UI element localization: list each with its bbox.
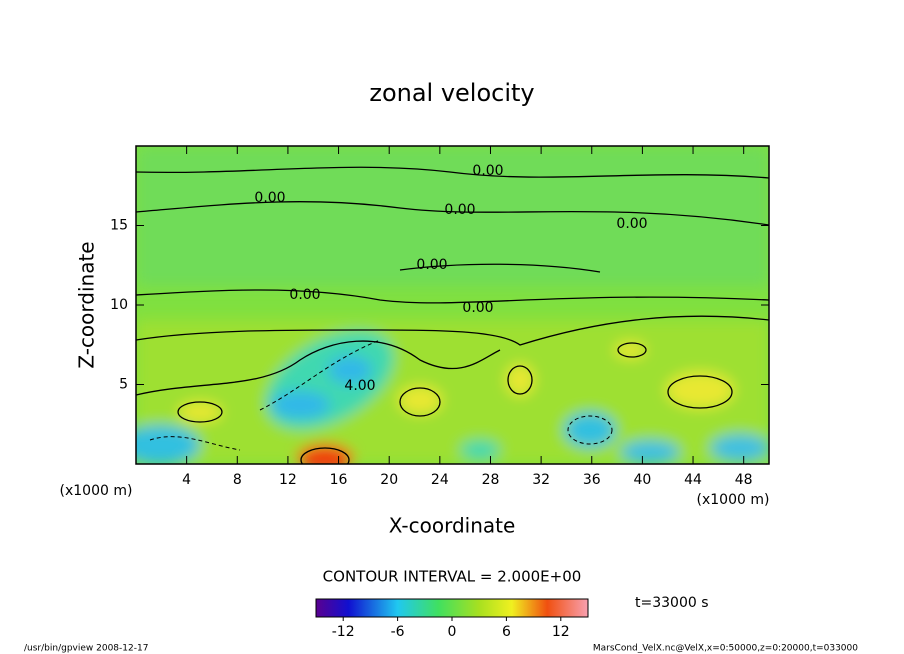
contour-label: 0.00: [254, 190, 285, 206]
contour-label: 0.00: [472, 163, 503, 179]
x-tick-label: 36: [583, 472, 601, 488]
contour-label: 0.00: [444, 202, 475, 218]
x-tick-label: 28: [482, 472, 500, 488]
y-tick-label: 15: [110, 218, 128, 234]
contour-label: 0.00: [416, 257, 447, 273]
field: [136, 146, 769, 464]
x-tick-label: 40: [633, 472, 651, 488]
footer-left: /usr/bin/gpview 2008-12-17: [24, 644, 148, 654]
contour-label: 0.00: [462, 300, 493, 316]
contour-interval: CONTOUR INTERVAL = 2.000E+00: [323, 568, 582, 586]
x-tick-label: 16: [330, 472, 348, 488]
chart-title: zonal velocity: [369, 79, 534, 107]
contour-label: 0.00: [289, 287, 320, 303]
colorbar-tick-label: -6: [391, 624, 405, 640]
x-tick-label: 24: [431, 472, 449, 488]
x-tick-label: 44: [684, 472, 702, 488]
x-tick-label: 4: [182, 472, 191, 488]
x-tick-label: 12: [279, 472, 297, 488]
colorbar-tick-label: 0: [448, 624, 457, 640]
y-tick-label: 5: [119, 377, 128, 393]
x-tick-label: 48: [735, 472, 753, 488]
x-unit-right: (x1000 m): [697, 492, 770, 508]
y-axis-label: Z-coordinate: [75, 241, 99, 368]
colorbar-tick-label: 6: [502, 624, 511, 640]
y-tick-label: 10: [110, 297, 128, 313]
x-unit-left: (x1000 m): [60, 483, 133, 499]
x-axis-label: X-coordinate: [389, 514, 516, 538]
footer-right: MarsCond_VelX.nc@VelX,x=0:50000,z=0:2000…: [593, 644, 858, 654]
colorbar-tick-label: 12: [552, 624, 570, 640]
time-label: t=33000 s: [635, 595, 709, 611]
colorbar-tick-label: -12: [332, 624, 355, 640]
contour-label: 4.00: [344, 378, 375, 394]
x-tick-label: 20: [380, 472, 398, 488]
x-tick-label: 8: [233, 472, 242, 488]
colorbar: [315, 598, 589, 618]
x-tick-label: 32: [532, 472, 550, 488]
contour-label: 0.00: [616, 216, 647, 232]
